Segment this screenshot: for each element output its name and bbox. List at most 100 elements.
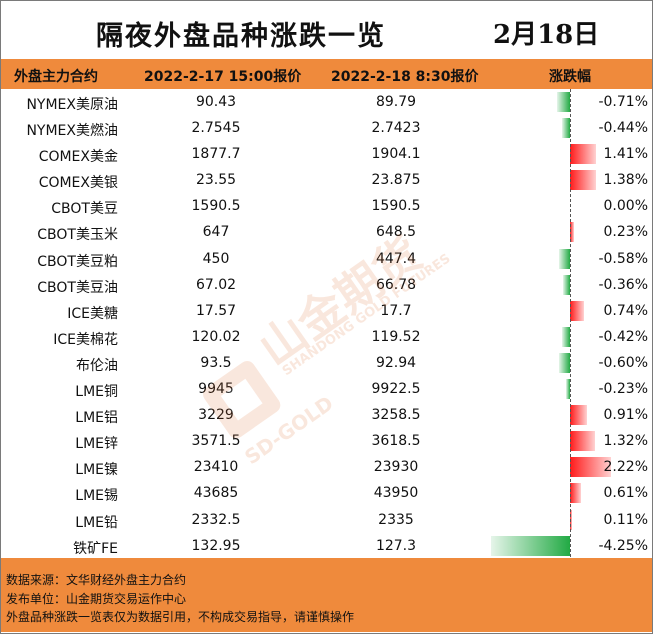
new-price: 89.79 — [375, 94, 417, 110]
contract-name: 布伦油 — [76, 357, 118, 374]
change-bar — [570, 431, 595, 452]
old-price: 132.95 — [191, 537, 241, 554]
table-row: COMEX美银 23.55 23.875 1.38% — [1, 167, 652, 193]
contract-name: NYMEX美原油 — [26, 97, 118, 113]
table-header: 外盘主力合约 2022-2-17 15:00报价 2022-2-18 8:30报… — [1, 59, 652, 89]
new-price: 3618.5 — [371, 433, 421, 450]
zero-axis-line — [570, 89, 571, 557]
change-bar — [570, 222, 575, 243]
new-price: 127.3 — [375, 537, 417, 554]
page-title: 隔夜外盘品种涨跌一览 — [96, 21, 386, 52]
change-bar — [556, 92, 570, 112]
table-row: CBOT美豆油 67.02 66.78 -0.36% — [1, 272, 652, 298]
change-percent: 2.22% — [603, 459, 648, 476]
change-bar — [563, 274, 570, 295]
table-row: 铁矿FE 132.95 127.3 -4.25% — [1, 533, 652, 559]
new-price: 9922.5 — [371, 381, 421, 398]
table-row: NYMEX美燃油 2.7545 2.7423 -0.44% — [1, 115, 652, 141]
old-price: 3229 — [198, 407, 234, 424]
change-bar — [570, 509, 573, 530]
old-price: 9945 — [198, 381, 234, 398]
contract-name: LME铅 — [75, 514, 118, 531]
change-percent: 0.11% — [603, 511, 648, 528]
new-price: 119.52 — [371, 328, 421, 345]
contract-name: LME镍 — [75, 462, 118, 479]
footer-publisher: 发布单位：山金期货交易运作中心 — [6, 592, 187, 606]
contract-name: CBOT美豆粕 — [37, 253, 118, 270]
footer-source: 数据来源：文华财经外盘主力合约 — [6, 573, 187, 587]
old-price: 1590.5 — [191, 198, 241, 215]
old-price: 17.57 — [195, 302, 237, 319]
change-percent: -0.71% — [598, 94, 648, 110]
change-bar — [559, 248, 570, 269]
change-percent: -0.42% — [598, 328, 648, 345]
table-row: NYMEX美原油 90.43 89.79 -0.71% — [1, 89, 652, 115]
table-row: 布伦油 93.5 92.94 -0.60% — [1, 350, 652, 376]
change-bar — [570, 405, 587, 426]
table-row: CBOT美豆粕 450 447.4 -0.58% — [1, 246, 652, 272]
change-bar — [570, 300, 584, 321]
change-percent: -0.60% — [598, 354, 648, 371]
header-contract: 外盘主力合约 — [14, 69, 98, 85]
new-price: 648.5 — [375, 224, 417, 241]
table-row: LME镍 23410 23930 2.22% — [1, 454, 652, 480]
change-percent: 1.32% — [603, 433, 648, 450]
contract-name: LME锌 — [75, 436, 118, 453]
contract-name: LME锡 — [75, 488, 118, 505]
footer-disclaimer: 外盘品种涨跌一览表仅为数据引用，不构成交易指导，请谨慎操作 — [6, 610, 355, 624]
contract-name: LME铜 — [75, 384, 118, 401]
change-percent: 0.74% — [603, 302, 648, 319]
table-row: CBOT美玉米 647 648.5 0.23% — [1, 219, 652, 245]
new-price: 1904.1 — [371, 146, 421, 163]
old-price: 43685 — [193, 485, 239, 502]
change-bar — [570, 144, 597, 165]
new-price: 23930 — [373, 459, 419, 476]
new-price: 2.7423 — [371, 120, 421, 137]
table-row: LME锡 43685 43950 0.61% — [1, 480, 652, 506]
old-price: 2.7545 — [191, 120, 241, 137]
new-price: 3258.5 — [371, 407, 421, 424]
change-percent: -0.36% — [598, 276, 648, 293]
contract-name: COMEX美银 — [38, 175, 118, 192]
contract-name: CBOT美玉米 — [37, 227, 118, 244]
change-bar — [561, 118, 570, 139]
old-price: 1877.7 — [191, 146, 241, 163]
table-body: NYMEX美原油 90.43 89.79 -0.71% NYMEX美燃油 2.7545 2.… — [1, 89, 652, 559]
footer: 数据来源：文华财经外盘主力合约 发布单位：山金期货交易运作中心 外盘品种涨跌一览… — [1, 558, 652, 632]
new-price: 43950 — [373, 485, 419, 502]
new-price: 1590.5 — [371, 198, 421, 215]
change-percent: 0.23% — [603, 224, 648, 241]
contract-name: NYMEX美燃油 — [26, 123, 118, 140]
change-percent: -4.25% — [598, 537, 648, 554]
report-date: 2月18日 — [493, 20, 600, 50]
change-bar — [490, 535, 570, 556]
table-row: COMEX美金 1877.7 1904.1 1.41% — [1, 141, 652, 167]
change-percent: 1.41% — [603, 146, 648, 163]
old-price: 2332.5 — [191, 511, 241, 528]
old-price: 67.02 — [195, 276, 237, 293]
contract-name: COMEX美金 — [38, 149, 118, 166]
table-row: CBOT美豆 1590.5 1590.5 0.00% — [1, 193, 652, 219]
old-price: 23.55 — [195, 172, 237, 189]
contract-name: LME铝 — [75, 410, 118, 427]
contract-name: 铁矿FE — [73, 540, 118, 557]
change-bar — [570, 170, 596, 191]
change-percent: 0.00% — [603, 198, 648, 215]
change-bar — [570, 483, 582, 504]
new-price: 17.7 — [380, 302, 412, 319]
new-price: 92.94 — [375, 354, 417, 371]
table-row: ICE美棉花 120.02 119.52 -0.42% — [1, 324, 652, 350]
old-price: 93.5 — [200, 354, 232, 371]
header-change: 涨跌幅 — [549, 69, 591, 85]
new-price: 2335 — [378, 511, 414, 528]
change-percent: 0.91% — [603, 407, 648, 424]
old-price: 23410 — [193, 459, 239, 476]
contract-name: CBOT美豆 — [51, 201, 118, 218]
old-price: 647 — [202, 224, 230, 241]
table-row: ICE美糖 17.57 17.7 0.74% — [1, 298, 652, 324]
old-price: 450 — [202, 250, 230, 267]
old-price: 90.43 — [195, 94, 237, 110]
contract-name: CBOT美豆油 — [37, 279, 118, 296]
contract-name: ICE美糖 — [67, 305, 118, 322]
new-price: 66.78 — [375, 276, 417, 293]
